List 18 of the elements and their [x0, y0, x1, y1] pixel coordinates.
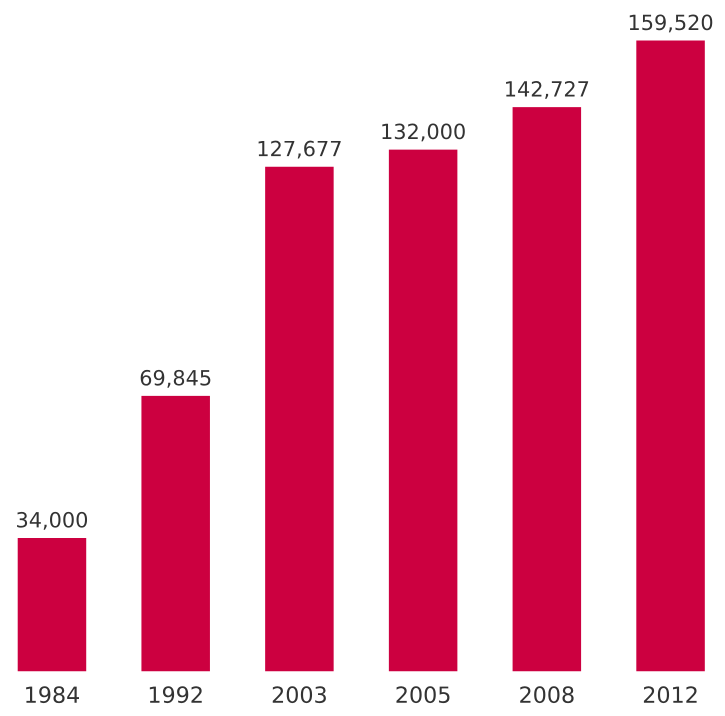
data-label: 69,845	[140, 370, 210, 388]
bar	[16, 536, 88, 672]
x-tick-label: 2008	[520, 686, 574, 704]
bar	[140, 394, 212, 672]
bar	[634, 39, 706, 672]
data-label: 132,000	[382, 124, 465, 142]
bar	[511, 106, 582, 672]
x-tick-label: 2003	[272, 686, 326, 704]
data-label: 34,000	[17, 512, 88, 530]
data-label: 127,677	[258, 140, 341, 159]
data-label: 159,520	[630, 14, 712, 32]
x-tick-label: 1992	[150, 686, 202, 704]
x-tick-label: 2012	[644, 686, 697, 704]
x-tick-label: 2005	[396, 686, 450, 704]
bar	[387, 148, 459, 672]
data-label: 142,727	[506, 81, 588, 99]
bar	[264, 165, 336, 672]
x-tick-label: 1984	[26, 686, 79, 704]
